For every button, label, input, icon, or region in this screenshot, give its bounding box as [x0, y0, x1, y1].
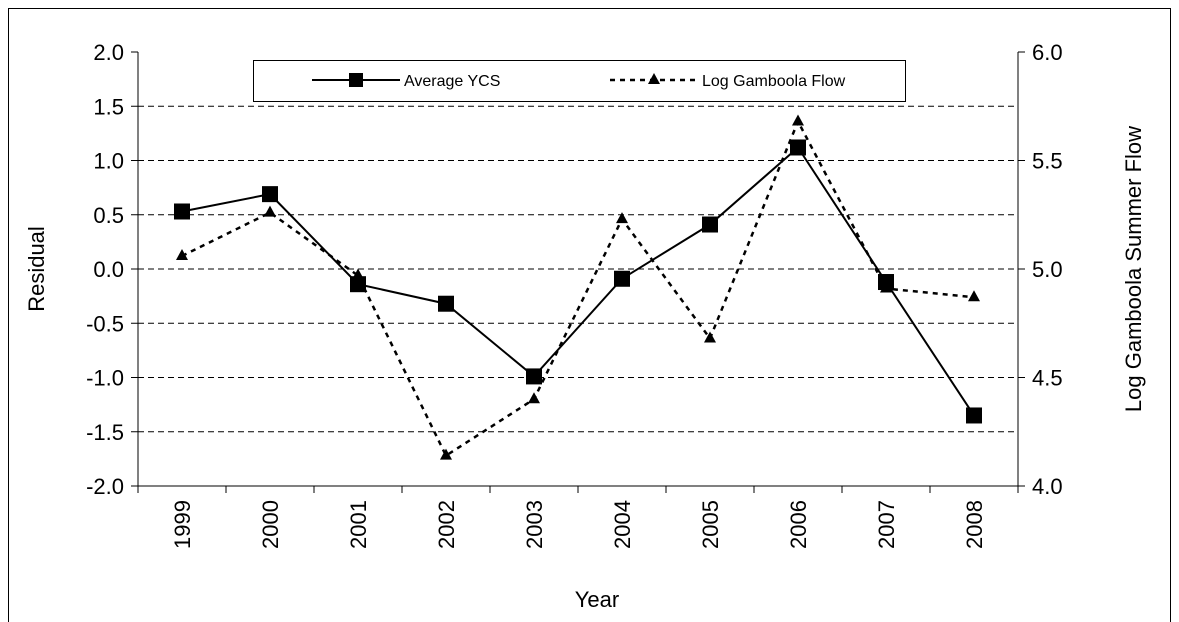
point: [966, 407, 982, 424]
series-line: [181, 118, 975, 458]
y2-tick-label: 5.5: [1032, 149, 1063, 174]
x-tick-label: 2004: [610, 500, 635, 549]
legend-label: Average YCS: [404, 73, 500, 90]
point: [614, 270, 630, 287]
point: [702, 216, 718, 233]
point: [176, 248, 188, 260]
y-tick-label: -0.5: [86, 311, 124, 336]
y2-tick-label: 6.0: [1032, 40, 1063, 65]
point: [262, 186, 278, 203]
legend: [253, 60, 906, 102]
frame: [8, 8, 1171, 622]
y-axis-title: Residual: [24, 226, 49, 312]
point: [790, 139, 806, 156]
y-tick-label: 0.0: [93, 257, 124, 282]
legend-marker: [349, 73, 363, 87]
y2-tick-label: 5.0: [1032, 257, 1063, 282]
point: [350, 276, 366, 293]
x-tick-label: 2007: [874, 500, 899, 549]
series-line: [181, 145, 975, 417]
point: [174, 203, 190, 220]
point: [704, 331, 716, 343]
y2-tick-label: 4.5: [1032, 366, 1063, 391]
y-tick-label: 1.5: [93, 94, 124, 119]
y-tick-label: 1.0: [93, 149, 124, 174]
x-tick-label: 2002: [434, 500, 459, 549]
y2-tick-label: 4.0: [1032, 474, 1063, 499]
x-tick-label: 2000: [258, 500, 283, 549]
x-tick-label: 2008: [962, 500, 987, 549]
point: [352, 268, 364, 280]
point: [792, 114, 804, 126]
point: [440, 448, 452, 460]
y2-axis-title: Log Gamboola Summer Flow: [1121, 126, 1146, 412]
x-tick-label: 1999: [170, 500, 195, 549]
y-tick-label: 2.0: [93, 40, 124, 65]
y-tick-label: -2.0: [86, 474, 124, 499]
point: [616, 212, 628, 224]
point: [438, 295, 454, 312]
point: [526, 368, 542, 385]
x-tick-label: 2001: [346, 500, 371, 549]
legend-label: Log Gamboola Flow: [702, 73, 846, 90]
y-tick-label: -1.5: [86, 420, 124, 445]
y-tick-label: 0.5: [93, 203, 124, 228]
point: [264, 205, 276, 217]
legend-marker: [648, 73, 660, 84]
x-tick-label: 2003: [522, 500, 547, 549]
x-axis-title: Year: [575, 587, 619, 612]
point: [880, 281, 892, 293]
point: [528, 392, 540, 404]
x-tick-label: 2005: [698, 500, 723, 549]
y-tick-label: -1.0: [86, 366, 124, 391]
x-tick-label: 2006: [786, 500, 811, 549]
point: [968, 290, 980, 302]
